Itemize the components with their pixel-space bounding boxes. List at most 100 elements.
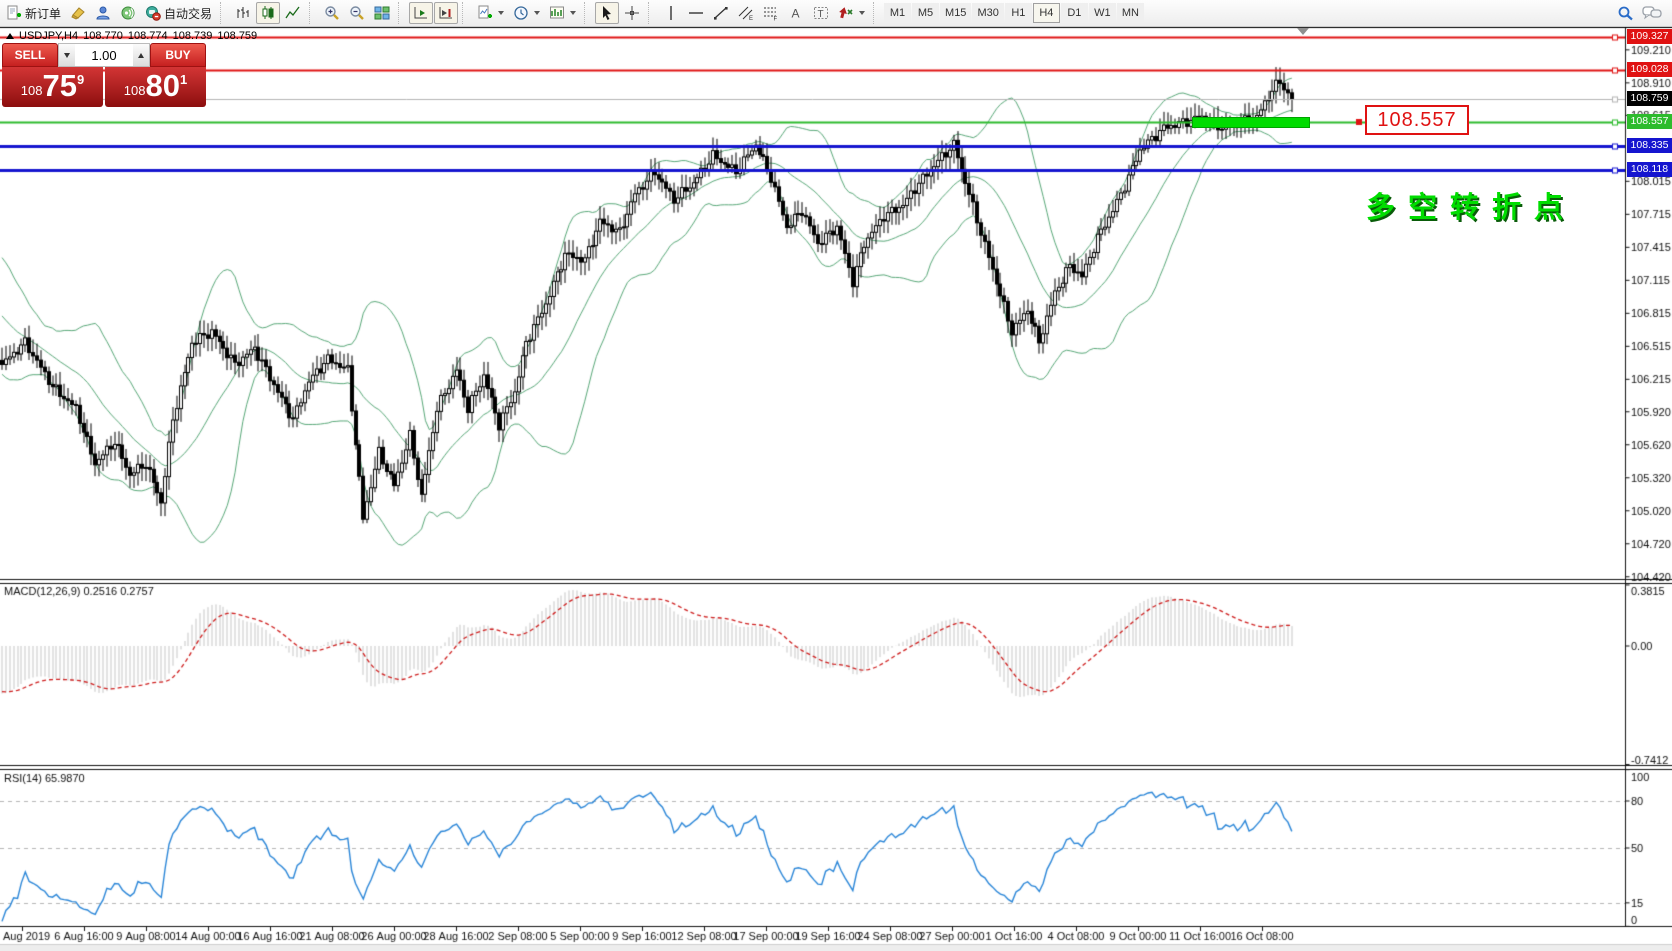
template-icon: [549, 5, 565, 21]
channel-tool-button[interactable]: E: [734, 2, 758, 24]
horizontal-line-icon: [688, 5, 704, 21]
volume-input[interactable]: [75, 44, 133, 66]
buy-button[interactable]: BUY: [150, 43, 206, 67]
line-chart-button[interactable]: [281, 2, 305, 24]
dropdown-caret-icon: [534, 11, 541, 15]
toolbar-separator: [220, 2, 227, 24]
periods-button[interactable]: [509, 2, 544, 24]
price-tag-109.028: 109.028: [1627, 62, 1672, 77]
cursor-button[interactable]: [595, 2, 620, 24]
new-order-button[interactable]: 新订单: [2, 2, 65, 24]
zoom-out-icon: [349, 5, 365, 21]
price-tag-108.335: 108.335: [1627, 138, 1672, 153]
volume-increase-button[interactable]: [133, 44, 149, 66]
person-icon: [95, 5, 111, 21]
ohlc-low: 108.739: [172, 30, 213, 42]
fibonacci-icon: F: [763, 5, 779, 21]
toolbar-separator: [462, 2, 469, 24]
toolbar-separator: [584, 2, 591, 24]
autotrade-label: 自动交易: [164, 6, 213, 21]
zoom-in-icon: [324, 5, 340, 21]
templates-button[interactable]: [545, 2, 580, 24]
buy-price-sup: 1: [179, 72, 188, 87]
text-label-tool-button[interactable]: T: [809, 2, 833, 24]
clock-icon: [513, 5, 529, 21]
sell-button[interactable]: SELL: [2, 43, 58, 67]
volume-decrease-button[interactable]: [59, 44, 75, 66]
timeframe-d1-button[interactable]: D1: [1060, 3, 1088, 23]
toolbar-separator: [398, 2, 405, 24]
symbol-period-label: USDJPY,H4: [19, 30, 79, 42]
up-triangle-icon: [138, 52, 144, 58]
timeframe-m15-button[interactable]: M15: [940, 3, 972, 23]
crosshair-icon: [624, 5, 640, 21]
zoom-in-button[interactable]: [320, 2, 344, 24]
chart-symbol-info: USDJPY,H4 108.770 108.774 108.739 108.75…: [6, 30, 257, 42]
timeframe-h1-button[interactable]: H1: [1004, 3, 1032, 23]
timeframe-m5-button[interactable]: M5: [912, 3, 940, 23]
timeframe-m1-button[interactable]: M1: [884, 3, 912, 23]
svg-text:T: T: [818, 9, 824, 20]
trendline-icon: [713, 5, 729, 21]
indicators-icon: [477, 5, 493, 21]
arrows-tool-button[interactable]: [834, 2, 869, 24]
trendline-tool-button[interactable]: [709, 2, 733, 24]
chat-icon[interactable]: [1642, 5, 1662, 21]
eraser-icon: [70, 5, 86, 21]
volume-spinner: [58, 43, 150, 67]
vertical-line-tool-button[interactable]: [659, 2, 683, 24]
line-chart-icon: [285, 5, 301, 21]
new-order-icon: [6, 5, 22, 21]
chart-shift-marker-icon[interactable]: [1297, 28, 1309, 35]
dropdown-caret-icon: [570, 11, 577, 15]
autotrade-button[interactable]: 自动交易: [141, 2, 216, 24]
buy-price-main: 80: [145, 68, 180, 103]
crosshair-button[interactable]: [620, 2, 644, 24]
fibonacci-tool-button[interactable]: F: [759, 2, 783, 24]
one-click-trading-panel: SELL BUY 108 75 9 108 80 1: [2, 43, 206, 107]
toolbar-separator: [648, 2, 655, 24]
sell-price-main: 75: [42, 68, 77, 103]
sell-price-sup: 9: [76, 72, 85, 87]
community-button[interactable]: [91, 2, 115, 24]
dropdown-caret-icon: [859, 11, 866, 15]
note-annotation[interactable]: 多空转折点: [1366, 192, 1577, 224]
sell-price-display[interactable]: 108 75 9: [2, 67, 103, 107]
price-callout-label[interactable]: 108.557: [1365, 105, 1469, 135]
ohlc-close: 108.759: [217, 30, 258, 42]
timeframe-h4-button[interactable]: H4: [1032, 3, 1060, 23]
timeframe-mn-button[interactable]: MN: [1116, 3, 1144, 23]
ohlc-open: 108.770: [83, 30, 123, 42]
auto-scroll-button[interactable]: [409, 2, 434, 24]
sell-price-prefix: 108: [20, 83, 43, 98]
highlight-zone[interactable]: [1192, 116, 1310, 128]
bar-chart-button[interactable]: [231, 2, 255, 24]
text-icon: A: [788, 5, 804, 21]
price-tag-108.759: 108.759: [1627, 91, 1672, 106]
tile-windows-button[interactable]: [370, 2, 394, 24]
vertical-line-icon: [663, 5, 679, 21]
buy-price-display[interactable]: 108 80 1: [105, 67, 206, 107]
price-tag-108.118: 108.118: [1627, 162, 1672, 177]
zoom-out-button[interactable]: [345, 2, 369, 24]
chart-shift-button[interactable]: [434, 2, 459, 24]
signals-button[interactable]: [116, 2, 140, 24]
equidistant-channel-icon: E: [738, 5, 754, 21]
candlestick-chart-icon: [260, 5, 276, 21]
candlestick-chart-button[interactable]: [256, 2, 281, 24]
timeframe-m30-button[interactable]: M30: [972, 3, 1004, 23]
price-chart-canvas[interactable]: [0, 27, 1672, 951]
timeframe-w1-button[interactable]: W1: [1088, 3, 1116, 23]
signal-icon: [120, 5, 136, 21]
search-icon[interactable]: [1617, 5, 1634, 22]
text-tool-button[interactable]: A: [784, 2, 808, 24]
cursor-icon: [599, 5, 615, 21]
eraser-button[interactable]: [66, 2, 90, 24]
chart-shift-icon: [438, 5, 454, 21]
toolbar-separator: [309, 2, 316, 24]
horizontal-line-tool-button[interactable]: [684, 2, 708, 24]
symbol-marker-icon: [6, 33, 14, 39]
indicators-button[interactable]: [473, 2, 508, 24]
dropdown-caret-icon: [498, 11, 505, 15]
chart-window: USDJPY,H4 108.770 108.774 108.739 108.75…: [0, 27, 1672, 951]
